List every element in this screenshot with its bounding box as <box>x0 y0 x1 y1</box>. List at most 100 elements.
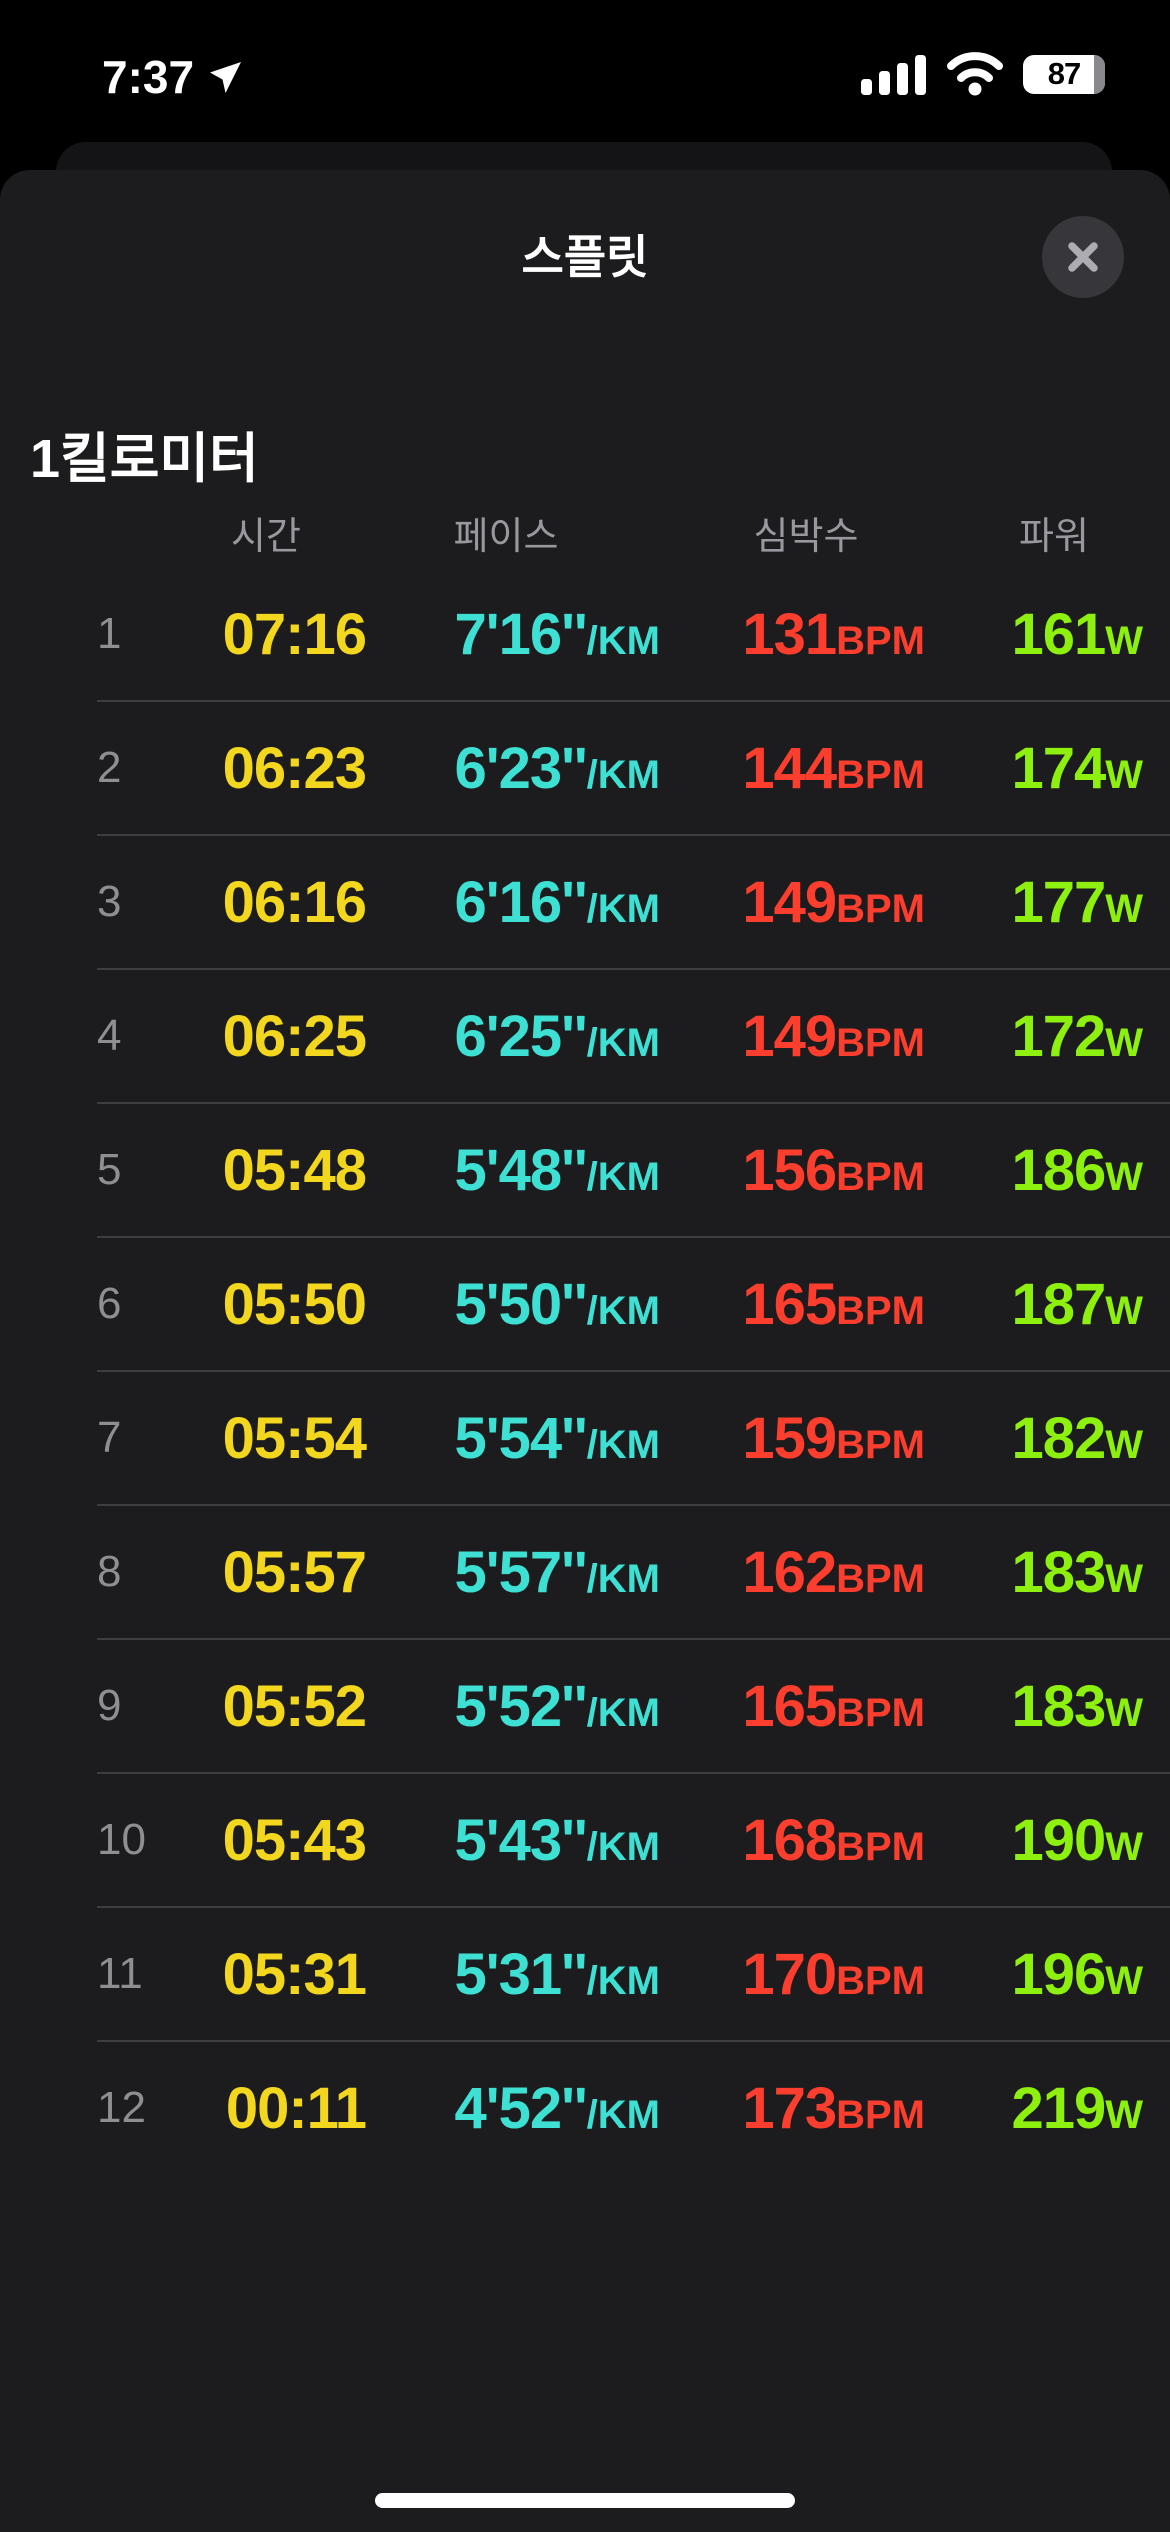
splits-sheet: 스플릿 1킬로미터 시간 페이스 심박수 파워 1 07:16 7'16''/K… <box>0 170 1170 2532</box>
location-icon <box>208 59 244 95</box>
row-heart-rate: 144BPM <box>660 735 925 802</box>
row-index: 7 <box>97 1413 122 1462</box>
row-heart-rate: 131BPM <box>660 601 925 668</box>
pace-unit: /KM <box>586 1154 660 1199</box>
row-heart-rate: 156BPM <box>660 1137 925 1204</box>
row-pace: 6'25''/KM <box>366 1003 660 1070</box>
split-row: 1 07:16 7'16''/KM 131BPM 161W <box>97 568 1170 702</box>
power-unit: W <box>1105 1556 1143 1601</box>
row-time: 05:43 <box>222 1807 367 1873</box>
split-row: 3 06:16 6'16''/KM 149BPM 177W <box>97 836 1170 970</box>
pace-value: 5'52'' <box>454 1673 588 1739</box>
hr-unit: BPM <box>836 1958 925 2003</box>
hr-unit: BPM <box>836 752 925 797</box>
row-heart-rate: 159BPM <box>660 1405 925 1472</box>
power-value: 186 <box>1011 1137 1106 1203</box>
close-button[interactable] <box>1042 216 1124 298</box>
row-time: 00:11 <box>225 2075 367 2141</box>
power-value: 196 <box>1011 1941 1106 2007</box>
status-left: 7:37 <box>102 50 244 104</box>
row-pace: 5'43''/KM <box>366 1807 660 1874</box>
home-indicator[interactable] <box>375 2493 795 2508</box>
pace-unit: /KM <box>586 1288 660 1333</box>
row-pace: 6'23''/KM <box>366 735 660 802</box>
hr-value: 162 <box>742 1539 837 1605</box>
row-pace: 7'16''/KM <box>366 601 660 668</box>
pace-unit: /KM <box>586 886 660 931</box>
split-row: 7 05:54 5'54''/KM 159BPM 182W <box>97 1372 1170 1506</box>
clock: 7:37 <box>102 51 195 103</box>
battery-percent: 87 <box>1047 56 1081 91</box>
row-power: 161W <box>925 601 1143 668</box>
pace-value: 5'54'' <box>454 1405 588 1471</box>
power-value: 172 <box>1011 1003 1106 1069</box>
hr-value: 144 <box>742 735 837 801</box>
row-heart-rate: 162BPM <box>660 1539 925 1606</box>
hr-unit: BPM <box>836 618 925 663</box>
table-column-headers: 시간 페이스 심박수 파워 <box>0 515 1170 559</box>
hr-unit: BPM <box>836 2092 925 2137</box>
hr-value: 159 <box>742 1405 837 1471</box>
row-heart-rate: 165BPM <box>660 1673 925 1740</box>
row-index: 5 <box>97 1145 122 1194</box>
hr-unit: BPM <box>836 886 925 931</box>
split-row: 2 06:23 6'23''/KM 144BPM 174W <box>97 702 1170 836</box>
power-value: 219 <box>1011 2075 1106 2141</box>
power-value: 177 <box>1011 869 1106 935</box>
power-unit: W <box>1105 1690 1143 1735</box>
row-time: 06:25 <box>222 1003 367 1069</box>
row-heart-rate: 149BPM <box>660 1003 925 1070</box>
split-row: 11 05:31 5'31''/KM 170BPM 196W <box>97 1908 1170 2042</box>
hr-unit: BPM <box>836 1020 925 1065</box>
pace-value: 5'31'' <box>454 1941 588 2007</box>
power-unit: W <box>1105 1958 1143 2003</box>
power-unit: W <box>1105 1020 1143 1065</box>
wifi-icon <box>945 52 1005 96</box>
row-time: 05:31 <box>222 1941 367 2007</box>
hr-value: 170 <box>742 1941 837 2007</box>
power-value: 183 <box>1011 1673 1106 1739</box>
row-power: 219W <box>925 2075 1143 2142</box>
row-power: 183W <box>925 1539 1143 1606</box>
pace-value: 6'23'' <box>454 735 588 801</box>
row-heart-rate: 149BPM <box>660 869 925 936</box>
hr-unit: BPM <box>836 1556 925 1601</box>
row-heart-rate: 173BPM <box>660 2075 925 2142</box>
split-row: 5 05:48 5'48''/KM 156BPM 186W <box>97 1104 1170 1238</box>
row-pace: 5'31''/KM <box>366 1941 660 2008</box>
status-right: 87 <box>861 52 1105 96</box>
power-value: 161 <box>1011 601 1106 667</box>
pace-unit: /KM <box>586 618 660 663</box>
split-row: 6 05:50 5'50''/KM 165BPM 187W <box>97 1238 1170 1372</box>
hr-unit: BPM <box>836 1288 925 1333</box>
section-title: 1킬로미터 <box>30 429 259 489</box>
row-power: 174W <box>925 735 1143 802</box>
pace-value: 6'16'' <box>454 869 588 935</box>
power-unit: W <box>1105 2092 1143 2137</box>
pace-value: 7'16'' <box>454 601 588 667</box>
row-power: 177W <box>925 869 1143 936</box>
row-time: 05:54 <box>222 1405 367 1471</box>
row-index: 12 <box>97 2083 146 2132</box>
hr-value: 165 <box>742 1271 837 1337</box>
row-pace: 5'50''/KM <box>366 1271 660 1338</box>
split-row: 9 05:52 5'52''/KM 165BPM 183W <box>97 1640 1170 1774</box>
pace-value: 5'50'' <box>454 1271 588 1337</box>
page-title: 스플릿 <box>521 231 649 283</box>
row-index: 6 <box>97 1279 122 1328</box>
row-power: 172W <box>925 1003 1143 1070</box>
pace-unit: /KM <box>586 1958 660 2003</box>
row-pace: 4'52''/KM <box>366 2075 660 2142</box>
pace-unit: /KM <box>586 1422 660 1467</box>
pace-value: 4'52'' <box>454 2075 588 2141</box>
power-unit: W <box>1105 886 1143 931</box>
battery-body: 87 <box>1023 54 1105 94</box>
pace-unit: /KM <box>586 2092 660 2137</box>
row-index: 2 <box>97 743 122 792</box>
row-pace: 6'16''/KM <box>366 869 660 936</box>
cellular-signal-icon <box>861 54 927 95</box>
row-heart-rate: 168BPM <box>660 1807 925 1874</box>
row-index: 10 <box>97 1815 146 1864</box>
power-unit: W <box>1105 1824 1143 1869</box>
power-unit: W <box>1105 752 1143 797</box>
